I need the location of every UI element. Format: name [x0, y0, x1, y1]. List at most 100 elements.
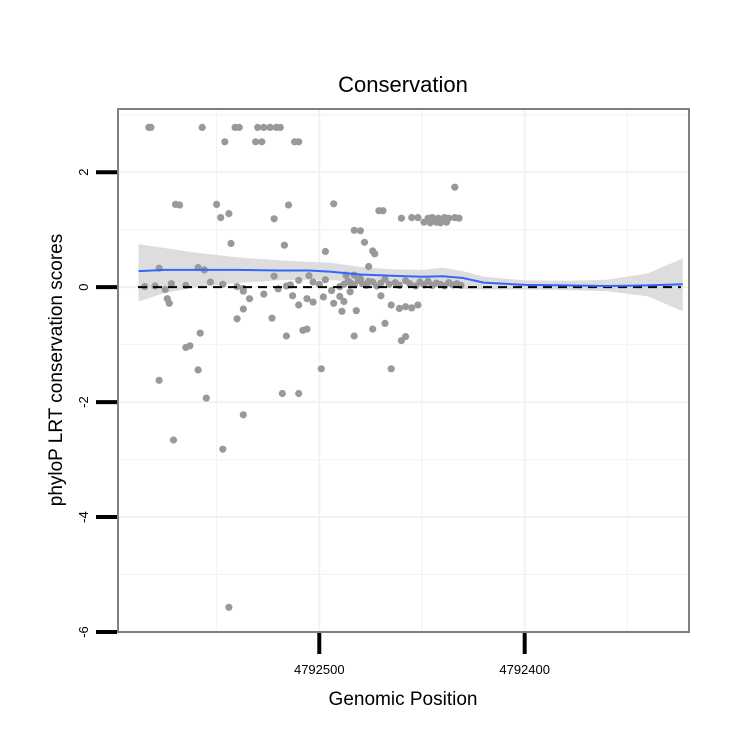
data-point	[317, 365, 325, 373]
chart-title: Conservation	[338, 72, 468, 97]
y-tick-label: 0	[76, 284, 91, 291]
data-point	[167, 280, 175, 288]
data-point	[381, 319, 389, 327]
data-point	[266, 123, 274, 131]
data-point	[270, 215, 278, 223]
data-point	[402, 333, 410, 341]
data-point	[385, 280, 393, 288]
data-point	[289, 292, 297, 300]
data-point	[245, 295, 254, 303]
data-point	[408, 214, 416, 222]
data-point	[282, 332, 290, 340]
data-point	[221, 138, 229, 146]
y-tick-label: -4	[76, 511, 91, 523]
y-axis: 2 0 -2 -4 -6	[76, 169, 117, 638]
data-point	[284, 201, 293, 209]
x-axis: 4792500 4792400	[294, 633, 550, 677]
data-point	[377, 292, 385, 300]
data-point	[176, 201, 184, 209]
data-point	[219, 445, 227, 453]
data-point	[276, 123, 284, 131]
data-point	[239, 411, 247, 419]
data-point	[280, 241, 288, 249]
data-point	[219, 280, 227, 288]
data-point	[381, 275, 389, 283]
data-point	[369, 325, 377, 333]
data-point	[225, 210, 233, 218]
data-point	[350, 332, 358, 340]
data-point	[165, 299, 173, 307]
grid	[118, 109, 689, 632]
data-point	[239, 305, 247, 313]
data-point	[227, 239, 235, 248]
panel-border	[117, 108, 690, 633]
smooth-curve	[138, 268, 683, 288]
data-point	[319, 293, 327, 301]
data-point	[169, 436, 178, 444]
data-point	[330, 299, 338, 307]
data-point	[202, 394, 210, 402]
data-point	[268, 314, 276, 322]
data-point	[365, 262, 373, 271]
data-point	[356, 227, 364, 235]
data-point	[196, 329, 204, 337]
data-point	[270, 272, 278, 280]
y-tick-label: -6	[76, 626, 91, 638]
data-point	[254, 123, 262, 131]
y-axis-title: phyloP LRT conservation scores	[46, 234, 67, 507]
data-point	[295, 389, 303, 398]
data-point	[260, 290, 268, 298]
data-point	[295, 276, 303, 284]
data-point	[309, 278, 317, 286]
data-point	[217, 214, 225, 222]
data-point	[443, 218, 451, 226]
data-point	[161, 285, 169, 294]
data-point	[414, 301, 422, 309]
data-points	[141, 123, 465, 611]
data-point	[147, 123, 155, 131]
data-point	[213, 200, 221, 208]
data-point	[330, 200, 338, 208]
data-point	[406, 280, 414, 288]
data-point	[328, 287, 336, 295]
data-point	[436, 219, 445, 227]
x-axis-title: Genomic Position	[329, 689, 478, 710]
data-point	[305, 272, 313, 280]
confidence-ribbon	[138, 244, 683, 312]
data-point	[295, 301, 303, 309]
data-point	[414, 214, 422, 222]
data-point	[397, 214, 405, 222]
data-point	[387, 365, 395, 373]
data-point	[182, 343, 190, 352]
data-point	[233, 283, 241, 291]
data-point	[350, 226, 358, 234]
data-point	[303, 295, 311, 303]
data-point	[395, 304, 403, 312]
data-point	[194, 366, 202, 374]
data-point	[426, 219, 434, 227]
data-point	[260, 123, 268, 131]
data-point	[233, 315, 241, 323]
data-point	[235, 123, 243, 131]
data-point	[155, 376, 163, 384]
data-point	[340, 297, 348, 306]
data-point	[451, 183, 459, 191]
data-point	[239, 287, 247, 295]
data-point	[387, 301, 395, 309]
smooth-line	[138, 268, 683, 288]
data-point	[295, 138, 303, 146]
data-point	[336, 292, 344, 300]
data-point	[252, 138, 260, 146]
data-point	[303, 325, 311, 333]
data-point	[379, 207, 387, 215]
data-point	[225, 603, 233, 611]
data-point	[315, 280, 323, 288]
y-tick-label: 2	[76, 169, 91, 176]
data-point	[321, 276, 329, 284]
y-tick-label: -2	[76, 396, 91, 408]
data-point	[402, 303, 410, 311]
x-tick-label: 4792400	[499, 662, 550, 677]
ribbon-area	[138, 244, 683, 312]
data-point	[206, 278, 214, 286]
